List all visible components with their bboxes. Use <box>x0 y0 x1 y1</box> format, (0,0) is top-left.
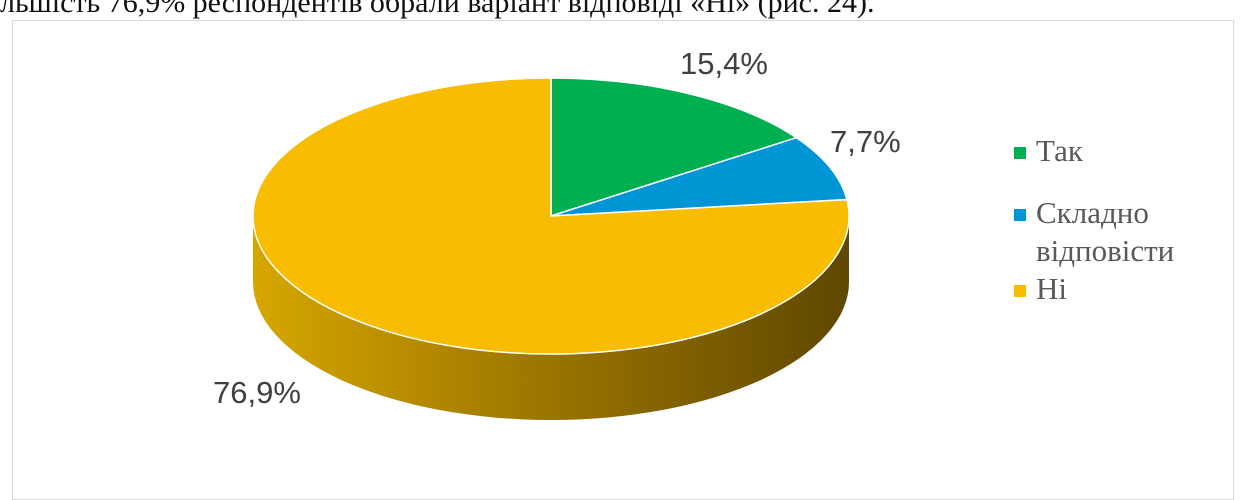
data-label-0: 15,4% <box>680 46 768 81</box>
data-label-2: 76,9% <box>213 375 301 410</box>
pie-slice-1 <box>550 136 848 217</box>
legend-item-1: Складно відповісти <box>1010 194 1226 270</box>
pie-slice-0 <box>550 77 799 218</box>
pie-side-wall <box>253 216 849 420</box>
legend-swatch-1 <box>1014 209 1026 221</box>
legend-item-0: Так <box>1010 132 1226 170</box>
legend-item-2: Ні <box>1010 270 1226 308</box>
pie-slice-2 <box>252 77 850 355</box>
legend-swatch-0 <box>1014 147 1026 159</box>
legend-label-2: Ні <box>1036 271 1067 306</box>
legend-label-0: Так <box>1036 133 1083 168</box>
legend-swatch-2 <box>1014 285 1026 297</box>
legend: Так Складно відповісти Ні <box>1010 132 1226 308</box>
document-text-line: льшість 76,9% респондентів обрали варіан… <box>0 0 875 19</box>
legend-label-1: Складно відповісти <box>1036 195 1175 268</box>
data-label-1: 7,7% <box>830 124 901 159</box>
